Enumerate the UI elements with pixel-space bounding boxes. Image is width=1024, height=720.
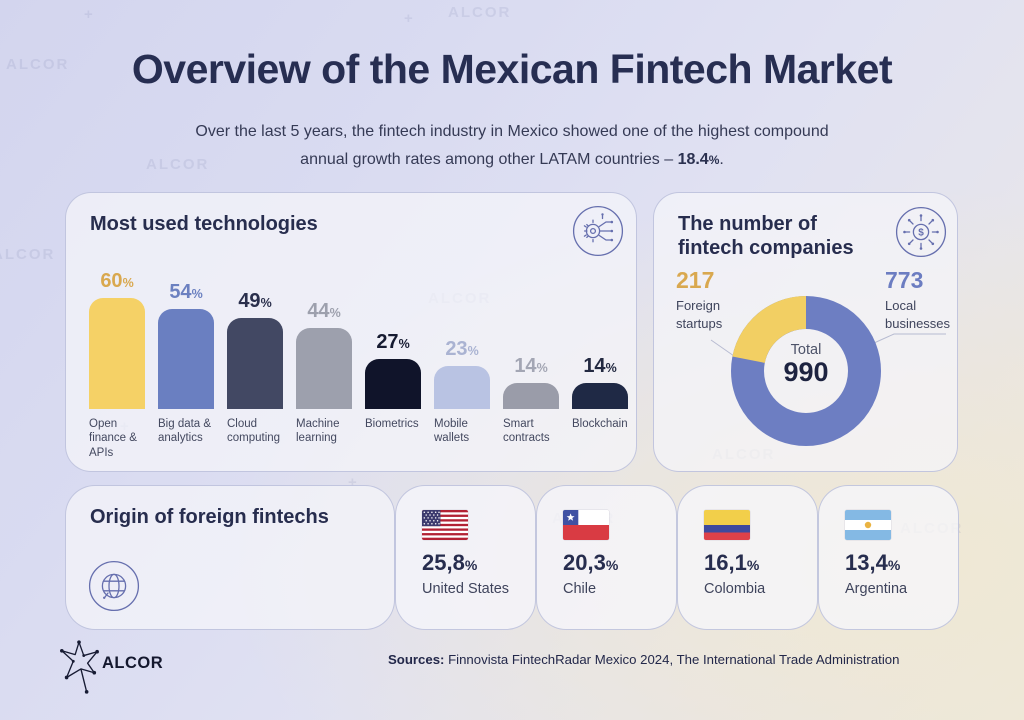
bar-column-open-finance-apis: 60% Open finance & APIs (89, 253, 145, 460)
watermark: ALCOR (448, 4, 512, 21)
chile-label: Chile (563, 581, 597, 597)
tech-bar-chart: 60% Open finance & APIs 54% Big data & anal… (89, 253, 628, 460)
donut-chart (710, 296, 946, 446)
united-states-label: United States (422, 581, 510, 597)
country-card-argentina: 13,4% Argentina (818, 485, 959, 630)
bar-category-label: Smart contracts (503, 418, 550, 445)
donut-center-total: Total 990 (783, 342, 829, 387)
bar (572, 383, 628, 409)
donut-segment-foreign (732, 296, 807, 364)
bar-value-label: 14% (514, 355, 548, 377)
argentina-share: 13,4% (845, 550, 901, 575)
bar-category-label: Biometrics (365, 418, 419, 430)
bar-category-label: Big data & analytics (158, 418, 212, 445)
local-businesses-stat: 773 Local businesses (885, 267, 950, 332)
local-businesses-value: 773 (885, 267, 924, 293)
growth-rate-unit: % (708, 152, 720, 167)
gear-circuit-icon (572, 205, 624, 257)
bar-column-smart-contracts: 14% Smart contracts (503, 253, 559, 446)
watermark: + (84, 6, 95, 23)
dollar-network-icon: $ (895, 206, 947, 258)
bar-value-label: 27% (376, 331, 410, 353)
bar-column-biometrics: 27% Biometrics (365, 253, 421, 431)
sources-text: Finnovista FintechRadar Mexico 2024, The… (448, 652, 900, 667)
page-subtitle: Over the last 5 years, the fintech indus… (195, 123, 829, 168)
sources-line: Sources: Finnovista FintechRadar Mexico … (388, 652, 899, 667)
watermark: + (404, 10, 415, 27)
subtitle-line1: Over the last 5 years, the fintech indus… (195, 123, 829, 140)
bar-value-label: 23% (445, 338, 479, 360)
bar-category-label: Machine learning (296, 418, 340, 445)
bar-column-big-data-analytics: 54% Big data & analytics (158, 253, 214, 446)
svg-text:$: $ (918, 228, 924, 239)
watermark: ALCOR (0, 246, 56, 263)
alcor-logo (60, 640, 99, 694)
united-states-share: 25,8% (422, 550, 478, 575)
most-used-technologies-card: Most used technologies 60% (65, 192, 637, 472)
argentina-label: Argentina (845, 581, 908, 597)
bar-category-label: Mobile wallets (434, 418, 470, 445)
colombia-share: 16,1% (704, 550, 760, 575)
bar-column-mobile-wallets: 23% Mobile wallets (434, 253, 490, 446)
sources-label: Sources: (388, 652, 445, 667)
brand-name: ALCOR (102, 654, 164, 672)
bar (158, 309, 214, 409)
bar-value-label: 54% (169, 281, 203, 303)
colombia-label: Colombia (704, 581, 766, 597)
page-title: Overview of the Mexican Fintech Market (131, 46, 893, 92)
bar-value-label: 14% (583, 355, 617, 377)
bar (434, 366, 490, 409)
bar (365, 359, 421, 409)
bar (227, 318, 283, 409)
bar-column-blockchain: 14% Blockchain (572, 253, 628, 431)
bar-value-label: 49% (238, 290, 272, 312)
bar-category-label: Cloud computing (227, 418, 281, 445)
chile-share: 20,3% (563, 550, 619, 575)
bar (296, 328, 352, 409)
bar-category-label: Blockchain (572, 418, 628, 430)
bar-column-machine-learning: 44% Machine learning (296, 253, 352, 446)
bar-value-label: 60% (100, 270, 134, 292)
bar-column-cloud-computing: 49% Cloud computing (227, 253, 283, 446)
bar (89, 298, 145, 409)
foreign-startups-stat: 217 Foreign startups (676, 267, 722, 332)
argentina-flag-icon (845, 510, 891, 540)
country-card-chile: 20,3% Chile (536, 485, 677, 630)
country-card-colombia: 16,1% Colombia (677, 485, 818, 630)
origin-card-title: Origin of foreign fintechs (90, 506, 329, 528)
bar-category-label: Open finance & APIs (89, 418, 137, 459)
colombia-flag-icon (704, 510, 750, 540)
foreign-startups-value: 217 (676, 267, 715, 293)
bar-value-label: 44% (307, 300, 341, 322)
united-states-flag-icon (422, 510, 468, 540)
fintech-companies-card: The number of fintech companies $ 217 Fo… (653, 192, 958, 472)
chile-flag-icon (563, 510, 609, 540)
origin-of-foreign-fintechs-card: Origin of foreign fintechs (65, 485, 395, 630)
growth-rate-value: 18.4 (677, 150, 709, 168)
globe-circuit-icon (88, 560, 140, 612)
bar (503, 383, 559, 409)
companies-card-title: The number of fintech companies (678, 213, 854, 260)
country-card-united-states: 25,8% United States (395, 485, 536, 630)
foreign-startups-label: Foreign startups (676, 298, 723, 331)
subtitle-line2: annual growth rates among other LATAM co… (300, 150, 678, 168)
local-businesses-label: Local businesses (885, 298, 951, 331)
tech-card-title: Most used technologies (90, 213, 318, 235)
